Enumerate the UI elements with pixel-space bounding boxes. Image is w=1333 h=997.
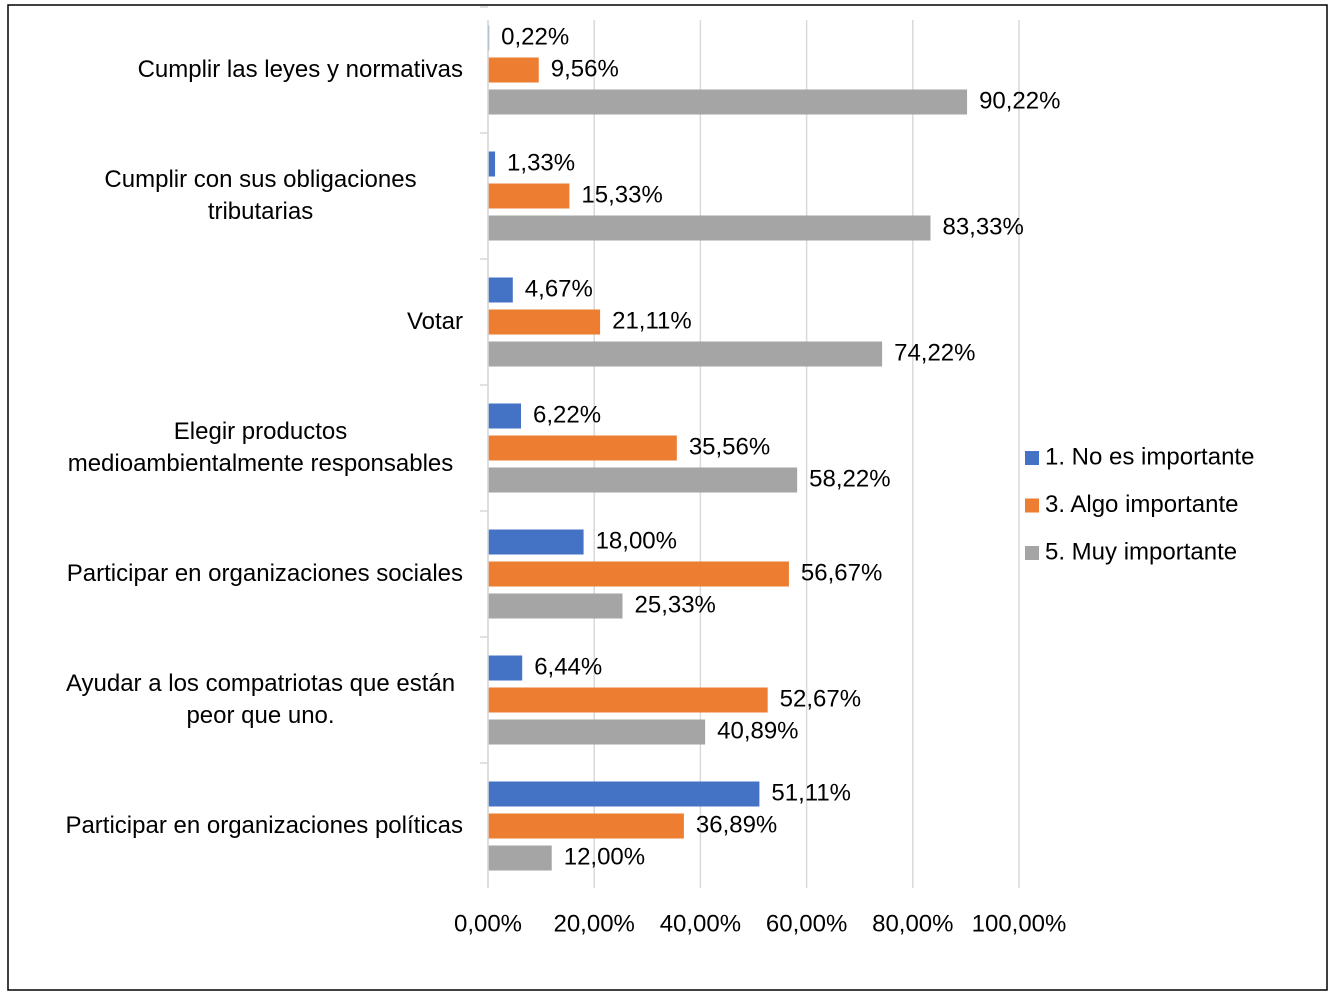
x-tick-label: 80,00% <box>872 910 953 937</box>
value-label: 1,33% <box>507 149 575 176</box>
value-label: 12,00% <box>564 843 645 870</box>
bar <box>488 183 570 209</box>
legend-label: 3. Algo importante <box>1045 491 1238 518</box>
value-label: 25,33% <box>635 591 716 618</box>
bar <box>488 467 798 493</box>
value-label: 35,56% <box>689 433 770 460</box>
x-tick-label: 0,00% <box>454 910 522 937</box>
bar <box>488 719 706 745</box>
value-label: 52,67% <box>780 685 861 712</box>
category-label: Participar en organizaciones sociales <box>66 560 463 587</box>
value-label: 9,56% <box>551 55 619 82</box>
value-label: 18,00% <box>596 527 677 554</box>
bar <box>488 687 768 713</box>
legend-swatch <box>1025 546 1039 560</box>
category-label: Ayudar a los compatriotas que están peor… <box>65 670 456 729</box>
value-label: 21,11% <box>612 307 692 334</box>
bar <box>488 529 584 555</box>
legend-swatch <box>1025 498 1039 513</box>
bar <box>488 845 552 871</box>
value-label: 6,22% <box>533 401 601 428</box>
bar <box>488 57 539 83</box>
bar <box>488 309 601 335</box>
bar <box>488 813 684 839</box>
bar <box>488 151 496 177</box>
bar <box>488 561 789 587</box>
bar <box>488 277 513 303</box>
category-label: Elegir productos medioambientalmente res… <box>67 418 454 477</box>
value-label: 36,89% <box>696 811 777 838</box>
category-label: Votar <box>406 308 463 335</box>
value-label: 56,67% <box>801 559 882 586</box>
category-label: Cumplir con sus obligaciones tributarias <box>104 166 417 225</box>
chart-border <box>7 4 1328 991</box>
bar <box>488 655 523 681</box>
value-label: 40,89% <box>717 717 798 744</box>
category-label: Cumplir las leyes y normativas <box>137 56 463 83</box>
bar <box>488 341 883 367</box>
value-label: 4,67% <box>525 275 593 302</box>
category-label: Participar en organizaciones políticas <box>65 812 463 839</box>
bar <box>488 435 677 461</box>
legend-label: 5. Muy importante <box>1045 538 1237 565</box>
bar <box>488 403 522 429</box>
value-label: 74,22% <box>894 339 975 366</box>
x-tick-label: 20,00% <box>553 910 634 937</box>
bar <box>488 593 623 619</box>
value-label: 58,22% <box>809 465 890 492</box>
bar <box>488 781 760 807</box>
legend-swatch <box>1025 451 1039 465</box>
value-label: 0,22% <box>501 23 569 50</box>
x-tick-label: 60,00% <box>766 910 847 937</box>
value-label: 51,11% <box>771 779 851 806</box>
bar <box>488 89 968 115</box>
legend-label: 1. No es importante <box>1045 443 1254 470</box>
value-label: 83,33% <box>942 213 1023 240</box>
bar <box>488 215 931 241</box>
value-label: 6,44% <box>534 653 602 680</box>
x-tick-label: 100,00% <box>972 910 1067 937</box>
value-label: 90,22% <box>979 87 1060 114</box>
x-tick-label: 40,00% <box>660 910 741 937</box>
value-label: 15,33% <box>581 181 662 208</box>
